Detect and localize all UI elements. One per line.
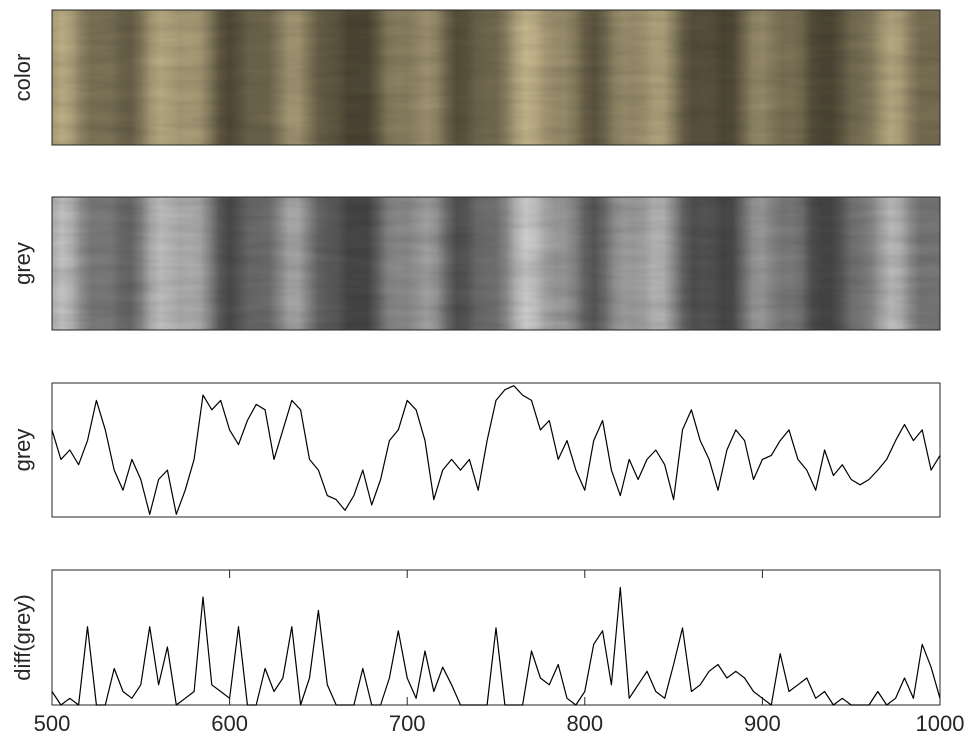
axes-box [51, 196, 941, 331]
image-strip [52, 197, 940, 330]
x-tick-label: 900 [744, 711, 781, 736]
x-tick-label: 800 [566, 711, 603, 736]
y-axis-label: diff(grey) [10, 594, 35, 680]
x-tick-label: 600 [211, 711, 248, 736]
x-tick-label: 1000 [916, 711, 965, 736]
x-tick-label: 500 [34, 711, 71, 736]
x-tick-label: 700 [389, 711, 426, 736]
data-line [51, 586, 941, 706]
y-axis-label: color [10, 54, 35, 102]
axes-box [51, 569, 941, 706]
data-line [51, 385, 941, 515]
axes-box [51, 9, 941, 146]
y-axis-label: grey [10, 429, 35, 472]
axes-box [51, 382, 941, 518]
image-strip [52, 10, 940, 145]
y-axis-label: grey [10, 242, 35, 285]
